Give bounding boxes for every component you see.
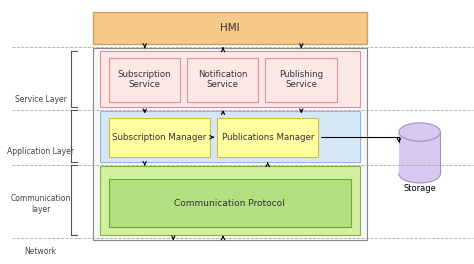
Text: Network: Network [25,247,57,256]
Text: Publications Manager: Publications Manager [221,133,314,142]
FancyBboxPatch shape [109,179,351,227]
FancyBboxPatch shape [265,58,337,102]
Ellipse shape [399,165,440,183]
FancyBboxPatch shape [93,48,367,241]
Text: HMI: HMI [220,23,239,33]
Text: Notification
Service: Notification Service [198,70,247,89]
Text: Communication Protocol: Communication Protocol [174,199,285,208]
Ellipse shape [399,123,440,141]
Text: Subscription
Service: Subscription Service [118,70,171,89]
Text: Publishing
Service: Publishing Service [279,70,323,89]
Text: Communication
layer: Communication layer [10,194,71,214]
Bar [399,132,440,174]
FancyBboxPatch shape [187,58,258,102]
Text: Service Layer: Service Layer [15,95,67,104]
FancyBboxPatch shape [100,51,360,107]
FancyBboxPatch shape [109,118,210,157]
FancyBboxPatch shape [100,166,360,235]
Text: Subscription Manager: Subscription Manager [112,133,207,142]
FancyBboxPatch shape [100,111,360,162]
FancyBboxPatch shape [109,58,180,102]
Bar [399,132,440,173]
Text: Storage: Storage [403,184,436,193]
Text: Application Layer: Application Layer [7,147,74,156]
FancyBboxPatch shape [93,12,367,45]
FancyBboxPatch shape [217,118,319,157]
